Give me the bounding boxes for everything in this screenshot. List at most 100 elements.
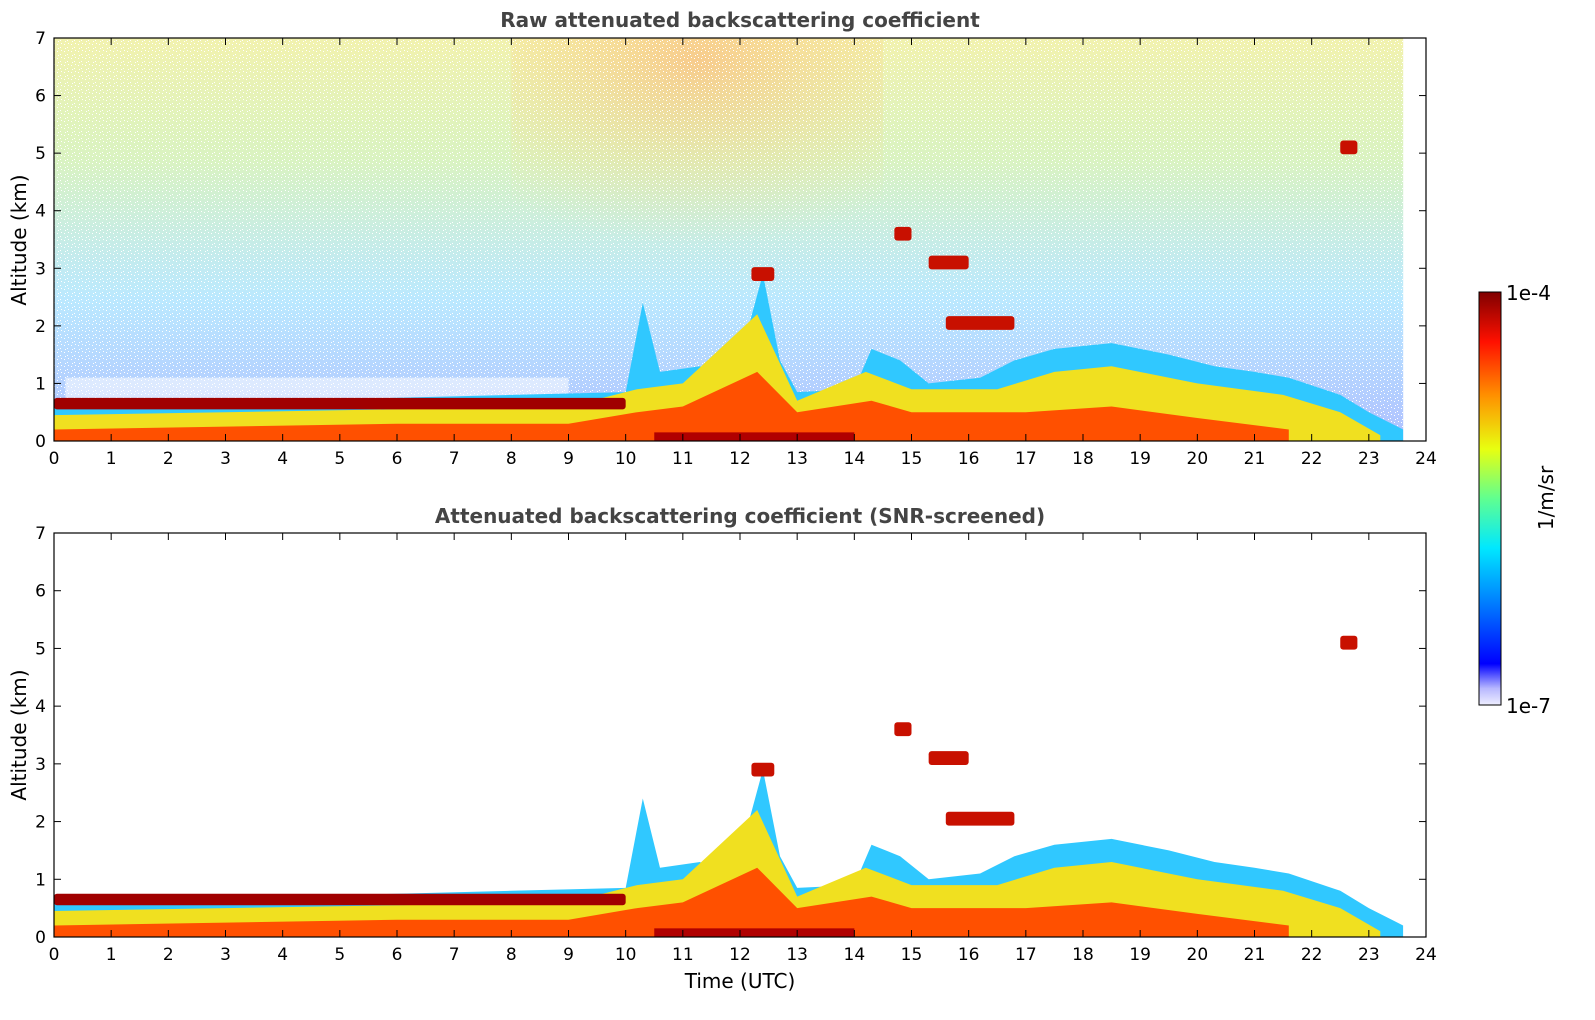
boundary-layer-base (654, 432, 855, 441)
cloud-layer (928, 751, 969, 766)
cloud-layer (894, 226, 912, 241)
x-tick-label: 9 (563, 945, 574, 965)
y-tick-label: 5 (35, 639, 46, 659)
x-tick-label: 16 (958, 449, 980, 469)
panel1-plot-area (54, 38, 1404, 441)
x-tick-label: 19 (1129, 449, 1151, 469)
x-tick-label: 2 (163, 449, 174, 469)
boundary-layer-base (654, 928, 855, 937)
x-tick-label: 13 (786, 945, 808, 965)
y-tick-label: 5 (35, 144, 46, 164)
y-tick-label: 2 (35, 317, 46, 337)
x-tick-label: 23 (1358, 449, 1380, 469)
y-tick-label: 6 (35, 582, 46, 602)
x-tick-label: 16 (958, 945, 980, 965)
x-tick-label: 12 (729, 945, 751, 965)
y-tick-label: 0 (35, 928, 46, 948)
x-tick-label: 21 (1244, 449, 1266, 469)
cloud-layer (894, 722, 912, 737)
x-axis-label: Time (UTC) (684, 969, 796, 993)
cloud-layer (945, 811, 1015, 826)
colorbar-max-label: 1e-4 (1506, 281, 1551, 305)
y-tick-label: 1 (35, 870, 46, 890)
panel1-y-axis: 0 1 2 3 4 5 6 7 (35, 29, 1426, 452)
x-tick-label: 20 (1187, 449, 1209, 469)
x-tick-label: 17 (1015, 945, 1037, 965)
panel2-y-axis: 0 1 2 3 4 5 6 7 (35, 524, 1426, 948)
x-tick-label: 7 (449, 945, 460, 965)
x-tick-label: 15 (901, 945, 923, 965)
y-tick-label: 4 (35, 202, 46, 222)
x-tick-label: 6 (392, 945, 403, 965)
snr-screened-panel: Attenuated backscattering coefficient (S… (7, 504, 1437, 993)
x-tick-label: 4 (277, 449, 288, 469)
cloud-layer (751, 762, 775, 777)
x-tick-label: 5 (334, 945, 345, 965)
y-tick-label: 1 (35, 374, 46, 394)
panel2-y-label: Altitude (km) (7, 669, 31, 800)
x-tick-label: 12 (729, 449, 751, 469)
x-tick-label: 11 (672, 449, 694, 469)
y-tick-label: 3 (35, 259, 46, 279)
x-tick-label: 23 (1358, 945, 1380, 965)
x-tick-label: 5 (334, 449, 345, 469)
x-tick-label: 14 (844, 945, 866, 965)
x-tick-label: 2 (163, 945, 174, 965)
colorbar-unit-label: 1/m/sr (1534, 465, 1558, 530)
boundary-layer-mid (54, 810, 1381, 937)
x-tick-label: 7 (449, 449, 460, 469)
cloud-layer (1340, 635, 1358, 650)
boundary-layer-top (54, 397, 626, 410)
x-tick-label: 22 (1301, 449, 1323, 469)
x-tick-label: 6 (392, 449, 403, 469)
x-tick-label: 8 (506, 449, 517, 469)
y-tick-label: 6 (35, 87, 46, 107)
panel2-plot-area (54, 533, 1426, 937)
x-tick-label: 18 (1072, 945, 1094, 965)
x-tick-label: 9 (563, 449, 574, 469)
boundary-layer-top (54, 893, 626, 906)
y-tick-label: 7 (35, 29, 46, 49)
y-tick-label: 0 (35, 432, 46, 452)
x-tick-label: 3 (220, 945, 231, 965)
x-tick-label: 21 (1244, 945, 1266, 965)
x-tick-label: 17 (1015, 449, 1037, 469)
x-tick-label: 11 (672, 945, 694, 965)
cloud-layer (928, 255, 969, 270)
x-tick-label: 14 (844, 449, 866, 469)
x-tick-label: 24 (1415, 945, 1437, 965)
y-tick-label: 4 (35, 697, 46, 717)
cloud-layer (1340, 140, 1358, 155)
y-tick-label: 7 (35, 524, 46, 544)
y-tick-label: 3 (35, 755, 46, 775)
raw-backscatter-panel: Raw attenuated backscattering coefficien… (7, 8, 1437, 469)
colorbar-gradient (1478, 291, 1502, 706)
panel1-title: Raw attenuated backscattering coefficien… (500, 8, 980, 32)
panel2-title: Attenuated backscattering coefficient (S… (435, 504, 1045, 528)
x-tick-label: 20 (1187, 945, 1209, 965)
panel1-y-label: Altitude (km) (7, 174, 31, 305)
x-tick-label: 10 (615, 449, 637, 469)
panel2-x-axis: 0 1 2 3 4 5 6 7 8 9 10 11 12 13 14 15 16 17 18 19 20 21 22 23 24 (49, 533, 1437, 965)
x-tick-label: 0 (49, 449, 60, 469)
x-tick-label: 22 (1301, 945, 1323, 965)
boundary-layer-core (54, 867, 1289, 937)
x-tick-label: 1 (106, 449, 117, 469)
x-tick-label: 13 (786, 449, 808, 469)
cloud-layer (945, 316, 1015, 330)
x-tick-label: 1 (106, 945, 117, 965)
x-tick-label: 3 (220, 449, 231, 469)
y-tick-label: 2 (35, 813, 46, 833)
colorbar: 1e-4 1e-7 1/m/sr (1478, 281, 1558, 718)
x-tick-label: 15 (901, 449, 923, 469)
boundary-layer-core (54, 371, 1289, 441)
x-tick-label: 0 (49, 945, 60, 965)
boundary-layer-mid (54, 314, 1381, 441)
x-tick-label: 19 (1129, 945, 1151, 965)
x-tick-label: 24 (1415, 449, 1437, 469)
x-tick-label: 18 (1072, 449, 1094, 469)
cloud-layer (751, 267, 775, 281)
colorbar-min-label: 1e-7 (1506, 694, 1551, 718)
x-tick-label: 10 (615, 945, 637, 965)
